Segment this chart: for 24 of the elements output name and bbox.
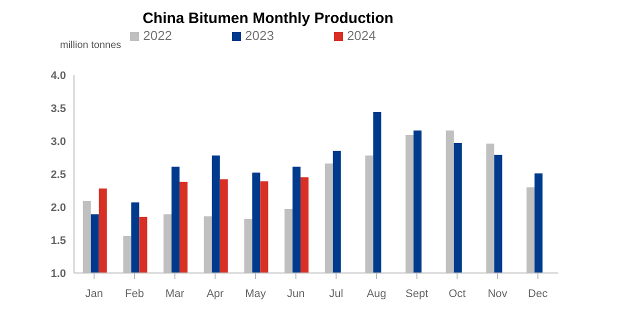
x-tick-label: Apr [206,288,224,300]
legend-label: 2023 [245,28,274,43]
y-axis-title: million tonnes [60,40,122,51]
x-tick-label: Jun [286,288,305,300]
legend-label: 2022 [143,28,172,43]
y-tick-label: 3.0 [50,136,66,148]
y-tick-label: 3.5 [50,102,66,115]
x-tick-label: Jul [329,288,344,300]
x-tick-label: Jan [85,288,104,300]
x-tick-label: Mar [165,288,185,300]
x-tick-label: Feb [125,288,144,300]
legend-label: 2024 [346,28,376,43]
x-tick-label: Nov [488,288,508,300]
y-tick-label: 2.0 [50,202,66,214]
x-tick-label: Dec [528,288,548,300]
x-tick-label: Oct [448,288,466,300]
y-tick-label: 1.5 [50,234,66,247]
chart-title: China Bitumen Monthly Production [142,10,394,27]
x-tick-label: May [245,288,266,300]
y-tick-label: 2.5 [50,168,66,181]
x-tick-label: Sept [406,288,428,300]
y-tick-label: 1.0 [50,268,66,280]
x-tick-label: Aug [366,288,386,300]
y-tick-label: 4.0 [50,70,66,82]
